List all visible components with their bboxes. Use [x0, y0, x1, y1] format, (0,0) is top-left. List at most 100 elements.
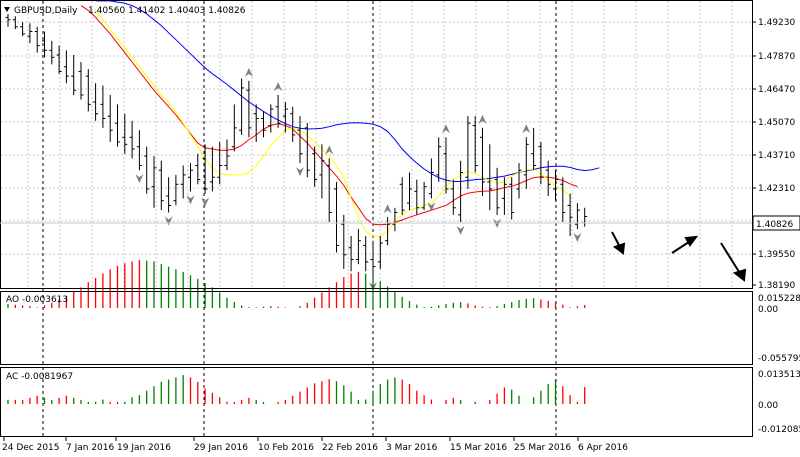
ohlc-bar	[326, 158, 332, 222]
ohlc-bar	[71, 55, 77, 95]
ohlc-bar	[246, 80, 252, 138]
forecast-arrows	[611, 231, 747, 282]
ohlc-bar	[436, 137, 442, 182]
arrow-down-head-icon	[612, 242, 626, 255]
ohlc-bar	[399, 177, 405, 215]
arrow-down-icon	[720, 242, 742, 276]
fractal-down-icon	[296, 167, 304, 177]
ohlc-bar	[428, 158, 434, 199]
ohlc-bar	[173, 174, 179, 206]
current-price-label: 1.40826	[756, 220, 793, 230]
ohlc-bar	[465, 116, 471, 189]
ohlc-bar	[85, 69, 91, 112]
ohlc-bar	[392, 207, 398, 232]
ohlc-bar	[115, 104, 120, 147]
ohlc-bar	[239, 78, 245, 135]
ohlc-bar	[304, 123, 310, 178]
fractal-down-icon	[456, 225, 465, 235]
price-label: 1.46470	[758, 85, 795, 95]
ac-level-label: 0.00	[758, 401, 778, 411]
current-price-box	[752, 215, 800, 231]
fractal-up-icon	[442, 124, 450, 134]
ohlc-bar	[217, 141, 223, 185]
ao-histogram	[7, 259, 586, 308]
fractal-up-icon	[478, 114, 487, 124]
ohlc-bar	[158, 160, 164, 211]
alligator-jaw-line	[95, 0, 600, 182]
ohlc-bar	[494, 167, 500, 215]
ohlc-bar	[297, 116, 303, 164]
arrow-up-head-icon	[684, 235, 699, 247]
ac-level-label: 0.013513	[758, 370, 800, 380]
ohlc-bar	[377, 235, 383, 269]
ohlc-bar	[209, 146, 215, 192]
dropdown-triangle-icon[interactable]	[4, 7, 10, 12]
ohlc-bar	[545, 160, 551, 197]
pane-borders	[0, 0, 753, 437]
ohlc-bar	[107, 94, 113, 142]
ohlc-bar	[275, 94, 281, 128]
ohlc-bar	[34, 26, 40, 53]
ohlc-bar	[480, 127, 485, 197]
ac-level-label: -0.012085	[758, 425, 800, 435]
ohlc-bar	[553, 170, 558, 201]
ohlc-bar	[166, 177, 172, 213]
fractal-down-icon	[186, 195, 195, 205]
ohlc-bar	[188, 163, 193, 192]
ohlc-bar	[574, 203, 580, 229]
date-label: 7 Jan 2016	[66, 443, 114, 453]
fractal-down-icon	[427, 202, 436, 212]
chart-ohlc: 1.40560 1.41402 1.40403 1.40826	[88, 6, 246, 16]
ohlc-bar	[458, 160, 464, 222]
ac-histogram	[7, 375, 586, 404]
ohlc-bar	[202, 144, 208, 194]
price-label: 1.43710	[758, 151, 795, 161]
ohlc-bar	[144, 146, 150, 194]
ohlc-bar	[560, 177, 566, 222]
ohlc-bar	[516, 163, 522, 199]
ohlc-bar	[363, 235, 369, 272]
grid-lines	[1, 1, 752, 288]
price-bars	[5, 13, 588, 279]
fractal-up-icon	[274, 81, 283, 91]
price-axis: 1.49230 1.47870 1.46470 1.45070 1.43710 …	[752, 18, 795, 291]
fractal-up-icon	[325, 145, 334, 155]
ohlc-bar	[312, 146, 318, 187]
ohlc-bar	[136, 130, 142, 171]
date-label: 19 Jan 2016	[117, 443, 171, 453]
ohlc-bar	[42, 31, 47, 58]
period-separators	[42, 1, 557, 436]
price-label: 1.42310	[758, 184, 795, 194]
ao-level-label: -0.055795	[758, 354, 800, 364]
ohlc-bar	[334, 181, 339, 253]
alligator-lips-line	[95, 10, 571, 238]
ohlc-bar	[370, 240, 376, 279]
fractal-up-icon	[383, 204, 392, 214]
ohlc-bar	[487, 144, 493, 211]
ohlc-bar	[5, 13, 11, 27]
ohlc-bar	[501, 177, 507, 215]
ohlc-bar	[282, 102, 288, 133]
date-label: 6 Apr 2016	[578, 443, 628, 453]
ohlc-bar	[523, 137, 529, 189]
ohlc-bar	[421, 181, 427, 211]
ohlc-bar	[385, 217, 391, 246]
ohlc-bar	[567, 193, 573, 236]
ohlc-bar	[78, 62, 84, 100]
ohlc-bar	[450, 179, 456, 215]
ohlc-bar	[12, 16, 18, 30]
fractal-down-icon	[573, 232, 582, 242]
ohlc-bar	[151, 156, 157, 208]
fractal-up-icon	[244, 67, 253, 77]
ohlc-bar	[319, 144, 325, 199]
ohlc-bar	[538, 141, 544, 185]
ohlc-bar	[348, 235, 354, 272]
date-label: 10 Feb 2016	[258, 443, 314, 453]
fractal-up-icon	[522, 124, 531, 134]
price-label: 1.38190	[758, 281, 795, 291]
ohlc-bar	[20, 22, 26, 37]
ohlc-bar	[122, 113, 128, 154]
date-label: 25 Mar 2016	[514, 443, 571, 453]
ohlc-bar	[509, 177, 515, 220]
